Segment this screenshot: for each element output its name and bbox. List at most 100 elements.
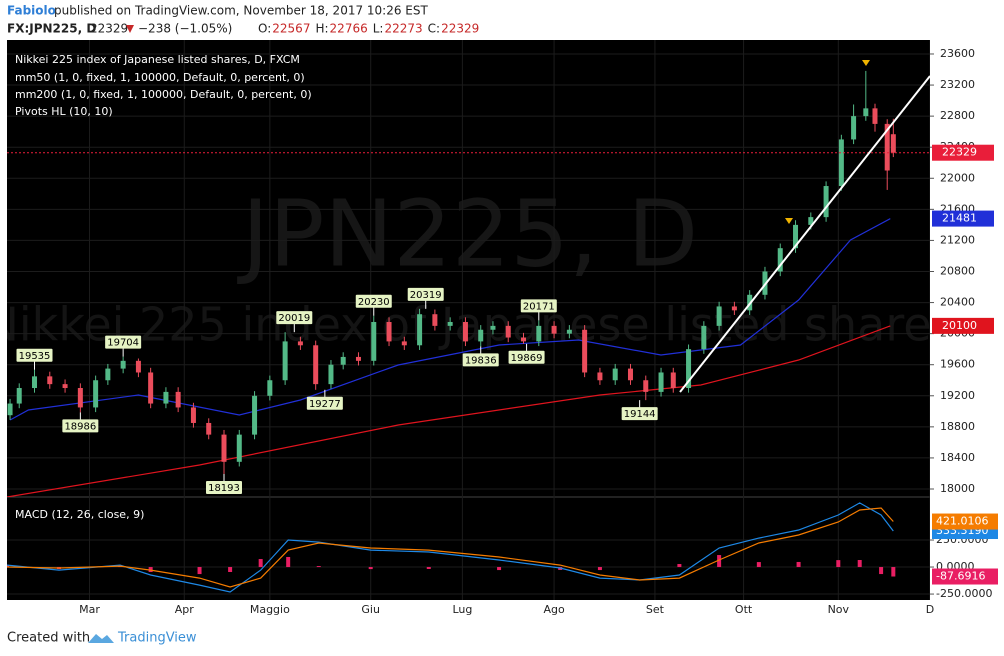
x-tick-label: Apr	[175, 603, 195, 616]
ohlc-value: 22567	[272, 22, 310, 36]
x-tick-label: Set	[646, 603, 665, 616]
macd-line	[7, 507, 894, 588]
price-badge-label: 22329	[942, 146, 977, 159]
y-tick-label: 18000	[940, 482, 975, 495]
pivot-box	[62, 419, 99, 433]
histogram-bar	[717, 555, 722, 568]
histogram-bar	[756, 562, 761, 568]
price-badge	[932, 210, 994, 227]
macd-line	[7, 502, 894, 593]
candle-body	[582, 329, 588, 373]
candle-body	[16, 388, 22, 404]
candle-body	[163, 391, 169, 404]
symbol: FX:JPN225, D	[7, 22, 96, 36]
histogram-bar	[497, 567, 502, 571]
candle-body	[206, 422, 212, 435]
ohlc-label: C:	[428, 22, 440, 36]
moving-average	[7, 325, 891, 497]
x-tick-label: Maggio	[250, 603, 290, 616]
y-tick-label: 20400	[940, 296, 975, 309]
candle-body	[221, 434, 227, 462]
candle-body	[47, 376, 53, 385]
macd-pane	[7, 497, 930, 600]
candle-body	[462, 321, 468, 342]
macd-title: MACD (12, 26, close, 9)	[15, 508, 144, 521]
candle-body	[386, 321, 392, 342]
legend-entry: Pivots HL (10, 10)	[15, 105, 113, 118]
y-tick-label: 23600	[940, 47, 975, 60]
histogram-bar	[316, 566, 321, 568]
pivot-box	[520, 299, 557, 313]
price-badge	[932, 317, 994, 334]
plot-background	[7, 40, 930, 600]
y-tick-label: -250.0000	[936, 587, 992, 600]
candle-body	[838, 139, 844, 187]
pivot-label: 20019	[278, 313, 310, 324]
pivot-label: 18986	[64, 421, 96, 432]
histogram-bar	[197, 567, 202, 575]
author[interactable]: Fabiolo	[7, 4, 56, 18]
candle-body	[236, 434, 242, 462]
histogram-bar	[879, 567, 884, 575]
pivot-box	[355, 294, 392, 308]
candle-body	[670, 372, 676, 389]
candle-body	[447, 321, 453, 326]
candle-body	[536, 325, 542, 342]
change: −238 (−1.05%)	[138, 22, 232, 36]
candle-body	[371, 321, 377, 361]
candle-body	[612, 368, 618, 381]
pivot-box	[276, 311, 313, 325]
legend-entry: mm50 (1, 0, fixed, 1, 100000, Default, 0…	[15, 71, 305, 84]
value-badge-label: 421.0106	[936, 515, 989, 528]
price-badge-label: 21481	[942, 212, 977, 225]
histogram-bar	[597, 567, 602, 571]
histogram-bar	[857, 560, 862, 568]
pivot-label: 19277	[309, 399, 341, 410]
price-pane: JPN225, D Nikkei 225 index of Japanese l…	[7, 40, 930, 497]
pivot-label: 19535	[19, 351, 51, 362]
candle-body	[863, 108, 869, 117]
pivot-label: 20319	[410, 290, 442, 301]
candle-body	[93, 380, 99, 408]
marker	[785, 218, 793, 224]
x-tick-label: D	[926, 603, 934, 616]
x-tick-label: Ott	[735, 603, 753, 616]
down-arrow	[126, 25, 134, 33]
pivot-label: 19836	[465, 355, 497, 366]
y-tick-label: 19200	[940, 389, 975, 402]
trend-line	[679, 75, 931, 393]
candle-body	[627, 368, 633, 381]
candle-body	[62, 384, 68, 389]
candle-body	[313, 345, 319, 385]
candle-body	[105, 368, 111, 381]
histogram-bar	[426, 567, 431, 569]
candle-body	[686, 349, 692, 389]
histogram-bar	[836, 560, 841, 568]
candle-body	[252, 395, 258, 435]
pivot-label: 20230	[358, 297, 390, 308]
price-badge	[932, 144, 994, 161]
footer-brand[interactable]: TradingView	[117, 631, 197, 646]
candle-body	[77, 388, 83, 408]
price-badge-label: 20100	[942, 319, 977, 332]
candle-body	[777, 248, 783, 272]
candle-body	[823, 186, 829, 218]
histogram-bar	[258, 559, 263, 568]
candle-body	[401, 341, 407, 346]
x-tick-label: Giu	[361, 603, 380, 616]
candle-body	[643, 380, 649, 392]
y-tick-label: 22000	[940, 171, 975, 184]
candle-body	[7, 403, 13, 416]
x-tick-label: Ago	[543, 603, 565, 616]
candle-body	[297, 341, 303, 346]
candle-body	[355, 356, 361, 361]
candle-body	[658, 372, 664, 392]
candle-body	[551, 325, 557, 334]
value-badge	[932, 568, 998, 585]
candle-body	[432, 314, 438, 326]
candle-body	[340, 356, 346, 365]
y-tick-label: 18400	[940, 451, 975, 464]
pivot-box	[105, 335, 142, 349]
candle-body	[521, 337, 527, 342]
candle-body	[175, 391, 181, 408]
